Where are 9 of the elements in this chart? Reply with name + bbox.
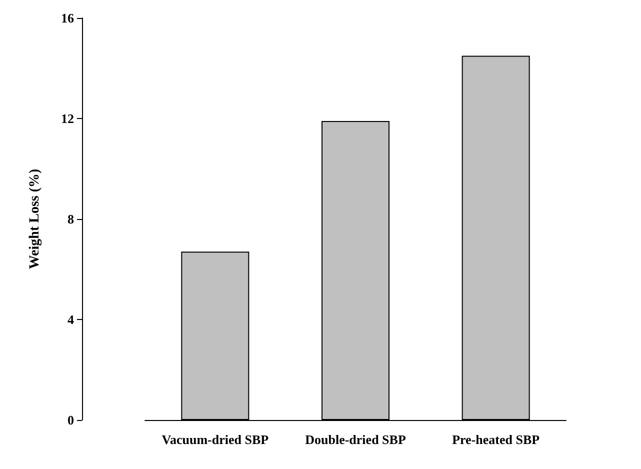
- y-tick-label: 0: [68, 412, 74, 428]
- x-tick-label: Double-dried SBP: [305, 432, 406, 447]
- y-tick-label: 16: [61, 10, 74, 26]
- y-axis-title: Weight Loss (%): [28, 168, 42, 270]
- y-tick-label: 12: [61, 111, 74, 126]
- x-tick-label: Pre-heated SBP: [452, 432, 540, 447]
- y-tick-label: 8: [68, 212, 74, 226]
- y-tick-label: 4: [68, 312, 74, 327]
- x-tick-label: Vacuum-dried SBP: [162, 432, 269, 447]
